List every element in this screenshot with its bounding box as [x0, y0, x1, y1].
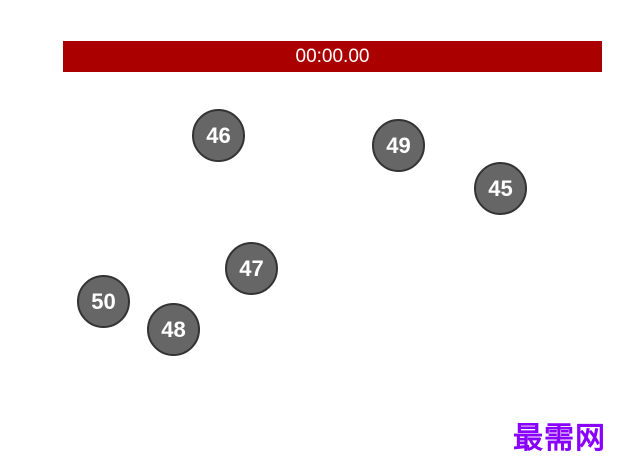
number-ball[interactable]: 45 [474, 162, 527, 215]
watermark-logo: 最需网 [513, 421, 606, 456]
timer-display: 00:00.00 [63, 41, 602, 72]
number-ball[interactable]: 49 [372, 119, 425, 172]
number-ball[interactable]: 48 [147, 303, 200, 356]
number-ball[interactable]: 47 [225, 242, 278, 295]
number-ball[interactable]: 46 [192, 109, 245, 162]
number-ball[interactable]: 50 [77, 275, 130, 328]
